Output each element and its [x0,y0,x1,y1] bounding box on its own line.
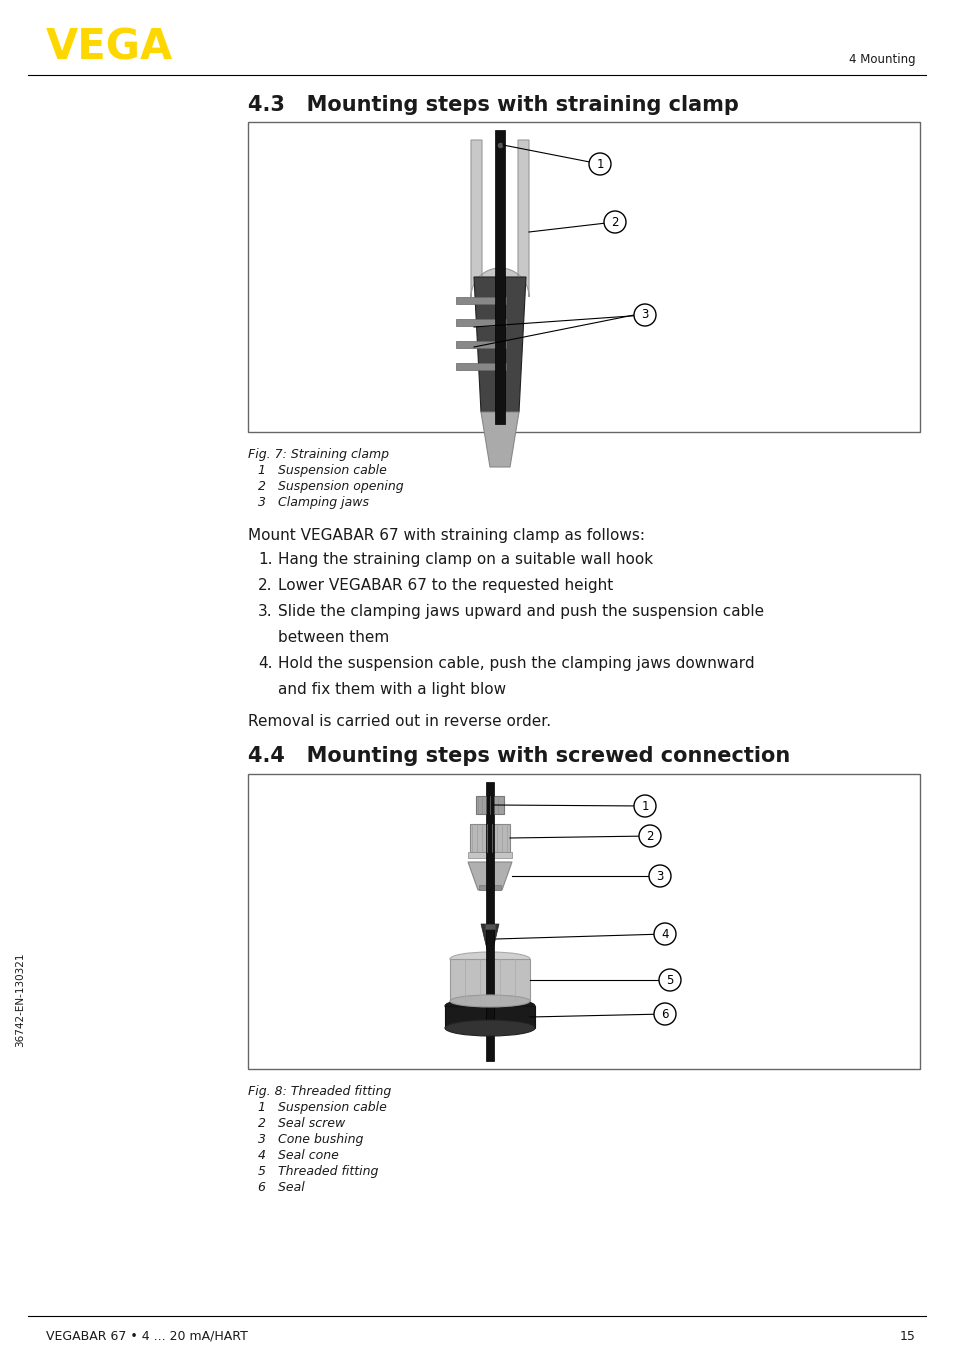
Text: Mount VEGABAR 67 with straining clamp as follows:: Mount VEGABAR 67 with straining clamp as… [248,528,644,543]
Circle shape [634,795,656,816]
Ellipse shape [444,998,535,1014]
Text: 2   Seal screw: 2 Seal screw [257,1117,345,1131]
Text: 1: 1 [640,799,648,812]
Circle shape [639,825,660,848]
Text: Fig. 7: Straining clamp: Fig. 7: Straining clamp [248,448,389,460]
Text: Hang the straining clamp on a suitable wall hook: Hang the straining clamp on a suitable w… [277,552,653,567]
Text: 2: 2 [645,830,653,842]
Text: 4: 4 [660,927,668,941]
Polygon shape [480,412,518,467]
Bar [248,122,919,432]
Polygon shape [474,278,525,412]
Text: 6   Seal: 6 Seal [257,1181,304,1194]
Text: 15: 15 [900,1330,915,1343]
Text: 4.4   Mounting steps with screwed connection: 4.4 Mounting steps with screwed connecti… [248,746,789,766]
Text: 3   Clamping jaws: 3 Clamping jaws [257,496,369,509]
Bar [456,297,505,305]
Text: 2: 2 [611,215,618,229]
Bar [485,783,494,1062]
Bar [470,825,510,852]
Text: 1   Suspension cable: 1 Suspension cable [257,464,387,477]
Text: 5   Threaded fitting: 5 Threaded fitting [257,1164,378,1178]
Bar [456,341,505,348]
Text: VEGABAR 67 • 4 ... 20 mA/HART: VEGABAR 67 • 4 ... 20 mA/HART [46,1330,248,1343]
Ellipse shape [450,995,530,1007]
Bar [476,796,503,814]
Circle shape [648,865,670,887]
Text: 1   Suspension cable: 1 Suspension cable [257,1101,387,1114]
Polygon shape [471,139,529,297]
Text: Lower VEGABAR 67 to the requested height: Lower VEGABAR 67 to the requested height [277,578,613,593]
Text: 6: 6 [660,1007,668,1021]
Text: 36742-EN-130321: 36742-EN-130321 [15,953,25,1047]
Text: 3: 3 [656,869,663,883]
Text: 3: 3 [640,309,648,321]
Circle shape [654,1003,676,1025]
Polygon shape [480,923,498,961]
Text: 4.: 4. [257,655,273,672]
Bar [478,886,500,890]
Ellipse shape [444,1020,535,1036]
Text: Slide the clamping jaws upward and push the suspension cable: Slide the clamping jaws upward and push … [277,604,763,619]
Text: 4 Mounting: 4 Mounting [848,54,915,66]
Bar [248,774,919,1070]
Circle shape [603,211,625,233]
Text: 4.3   Mounting steps with straining clamp: 4.3 Mounting steps with straining clamp [248,95,739,115]
Text: Removal is carried out in reverse order.: Removal is carried out in reverse order. [248,714,551,728]
Bar [484,923,495,929]
Text: between them: between them [277,630,389,645]
Circle shape [654,923,676,945]
Bar [456,363,505,370]
Bar [450,959,530,1001]
Circle shape [634,305,656,326]
Ellipse shape [450,952,530,965]
Text: 2   Suspension opening: 2 Suspension opening [257,481,403,493]
Text: 4   Seal cone: 4 Seal cone [257,1150,338,1162]
Circle shape [659,969,680,991]
Circle shape [588,153,610,175]
Text: 5: 5 [665,974,673,987]
Bar [468,852,512,858]
Text: and fix them with a light blow: and fix them with a light blow [277,682,506,697]
Text: Hold the suspension cable, push the clamping jaws downward: Hold the suspension cable, push the clam… [277,655,754,672]
Text: VEGA: VEGA [46,27,173,69]
Bar [495,130,504,424]
Text: 3   Cone bushing: 3 Cone bushing [257,1133,363,1145]
Text: 1.: 1. [257,552,273,567]
Bar [456,320,505,326]
Text: 3.: 3. [257,604,273,619]
Bar [444,1006,535,1028]
Text: 1: 1 [596,157,603,171]
Text: Fig. 8: Threaded fitting: Fig. 8: Threaded fitting [248,1085,391,1098]
Text: 2.: 2. [257,578,273,593]
Polygon shape [468,862,512,890]
